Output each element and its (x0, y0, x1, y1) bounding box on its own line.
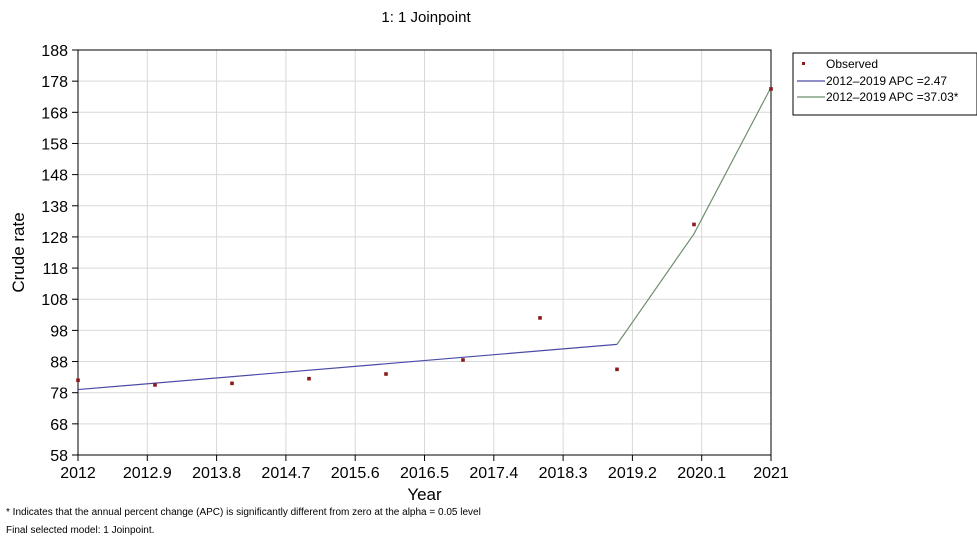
observed-point (692, 222, 696, 227)
fitted-line-segment-1 (77, 343, 618, 391)
y-tick-label: 178 (41, 74, 68, 91)
legend-label-segment-2: 2012–2019 APC =37.03* (826, 90, 959, 104)
observed-point (153, 383, 157, 387)
observed-point (230, 381, 234, 386)
fitted-lines (77, 87, 772, 391)
y-axis-title: Crude rate (9, 212, 28, 292)
x-tick-label: 2020.1 (677, 465, 726, 482)
y-tick-label: 138 (41, 199, 68, 216)
observed-point (384, 372, 388, 376)
observed-point (76, 378, 80, 383)
x-axis-title: Year (407, 485, 442, 500)
y-tick-label: 158 (41, 136, 68, 153)
x-tick-label: 2012 (60, 465, 96, 482)
y-tick-label: 58 (50, 448, 68, 465)
chart-title: 1: 1 Joinpoint (381, 9, 471, 26)
joinpoint-chart: 1: 1 Joinpoint 58 68 78 88 98 108 118 128 138 148… (9, 9, 977, 500)
fitted-line-segment-2 (616, 87, 772, 345)
legend-label-observed: Observed (826, 57, 878, 71)
x-axis: 2012 2012.9 2013.8 2014.7 2015.6 2016.5 2017.4… (60, 455, 789, 482)
y-tick-label: 98 (50, 323, 68, 340)
y-tick-label: 108 (41, 292, 68, 309)
footnote-model: Final selected model: 1 Joinpoint. (6, 525, 155, 536)
x-tick-label: 2015.6 (331, 465, 380, 482)
observed-points (76, 87, 773, 387)
observed-point (615, 367, 619, 372)
x-tick-label: 2016.5 (400, 465, 449, 482)
legend: Observed 2012–2019 APC =2.47 2012–2019 A… (792, 52, 977, 116)
legend-box (792, 52, 977, 116)
x-tick-label: 2017.4 (469, 465, 518, 482)
y-tick-label: 118 (42, 261, 68, 278)
y-axis: 58 68 78 88 98 108 118 128 138 148 158 168 178 188 (41, 43, 78, 465)
x-tick-label: 2018.3 (539, 465, 588, 482)
y-tick-label: 88 (50, 355, 68, 372)
grid (77, 49, 772, 456)
legend-label-segment-1: 2012–2019 APC =2.47 (826, 74, 947, 88)
x-tick-label: 2021 (753, 465, 789, 482)
footnote-significance: * Indicates that the annual percent chan… (6, 507, 481, 518)
y-tick-label: 68 (50, 417, 68, 434)
x-tick-label: 2014.7 (261, 465, 310, 482)
legend-marker-observed (802, 62, 805, 65)
observed-point (769, 87, 773, 91)
y-tick-label: 168 (41, 105, 68, 122)
y-tick-label: 188 (41, 43, 68, 60)
y-tick-label: 148 (41, 168, 68, 185)
observed-point (538, 316, 542, 320)
observed-point (461, 358, 465, 362)
x-tick-label: 2013.8 (192, 465, 241, 482)
y-tick-label: 128 (41, 230, 68, 247)
y-tick-label: 78 (50, 386, 68, 403)
x-tick-label: 2019.2 (608, 465, 657, 482)
observed-point (307, 376, 311, 381)
x-tick-label: 2012.9 (123, 465, 172, 482)
